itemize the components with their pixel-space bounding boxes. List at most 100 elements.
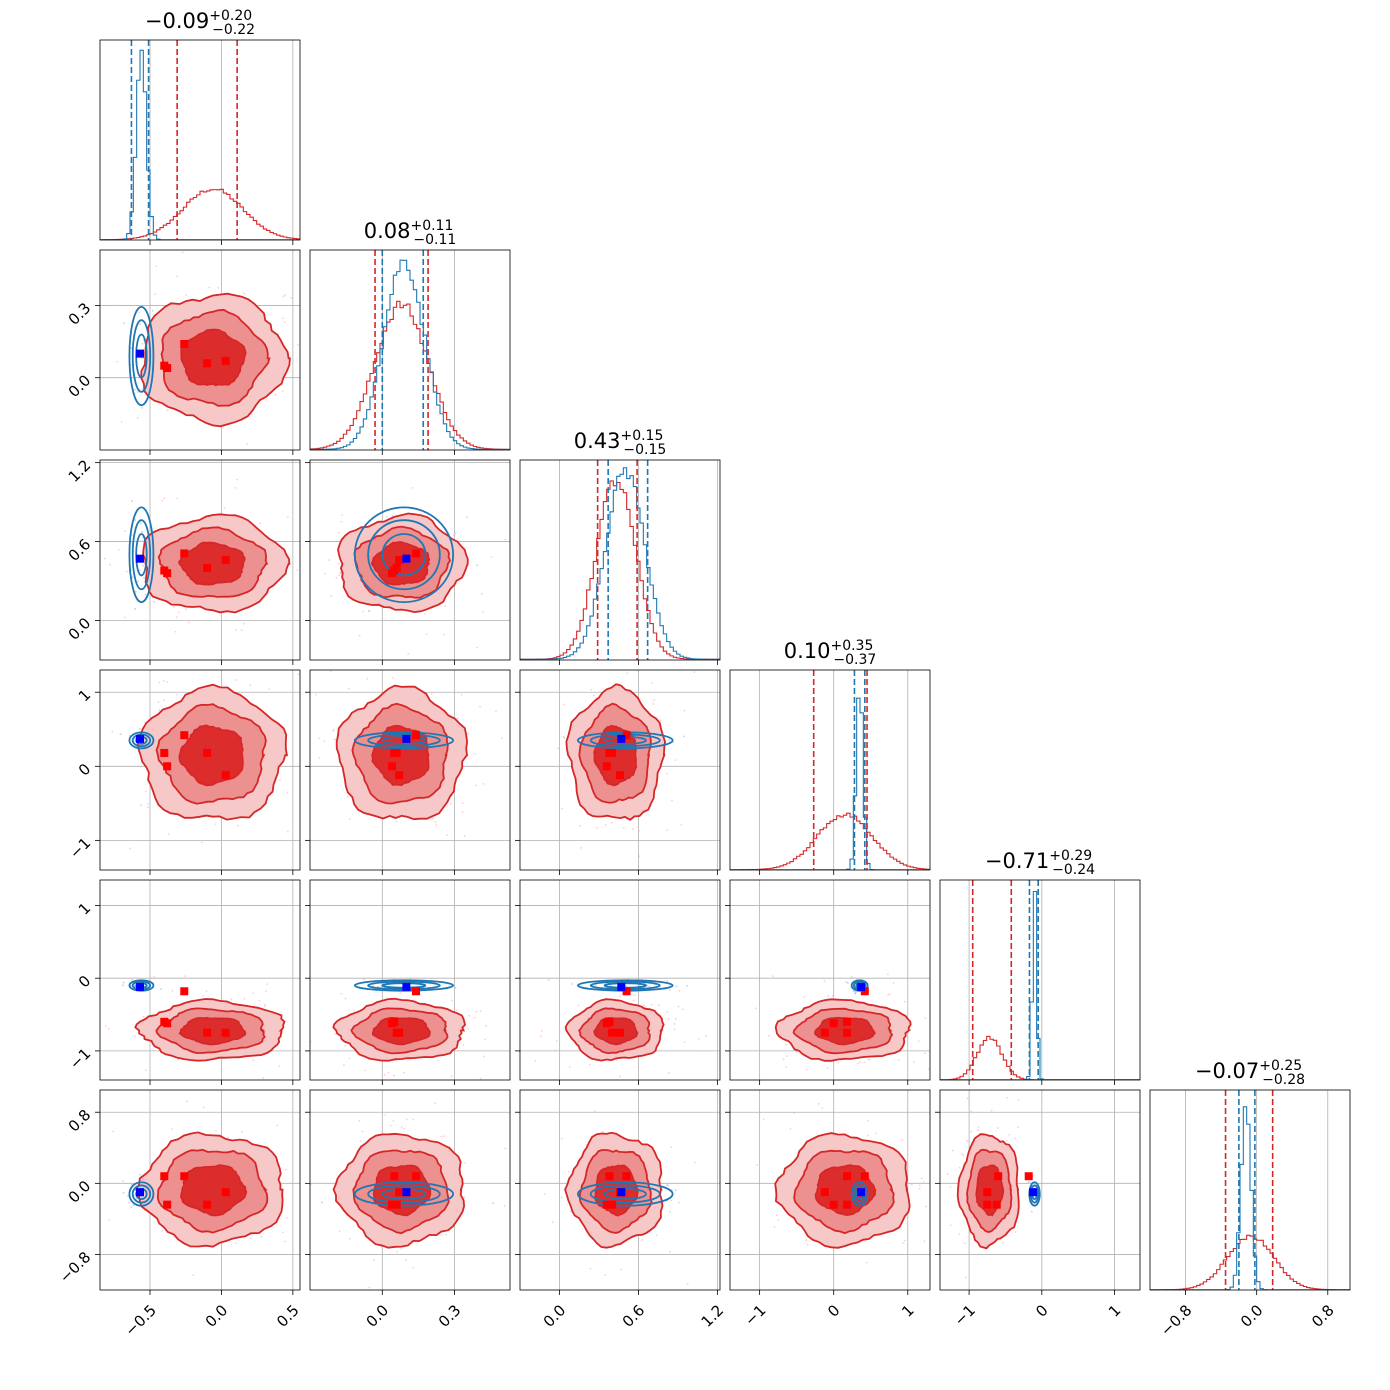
scatter-point-a — [435, 824, 438, 826]
scatter-point-a — [116, 360, 119, 363]
scatter-point-a — [234, 679, 237, 681]
scatter-point-a — [425, 633, 428, 635]
marker-b — [857, 982, 866, 991]
scatter-point-a — [903, 1239, 906, 1242]
scatter-point-a — [596, 827, 598, 829]
contour-b-level-0 — [128, 1181, 155, 1207]
title-value: −0.09 — [145, 9, 209, 33]
scatter-point-b — [141, 406, 143, 409]
scatter-point-a — [667, 1018, 670, 1020]
marker-b — [617, 982, 626, 991]
scatter-point-a — [436, 660, 438, 662]
marker-a — [412, 987, 421, 996]
scatter-point-a — [129, 847, 131, 850]
scatter-point-a — [331, 1124, 333, 1126]
panel-frame — [99, 39, 301, 241]
scatter-point-a — [589, 1267, 592, 1270]
scatter-point-b — [648, 985, 651, 988]
scatter-point-a — [406, 1292, 408, 1294]
scatter-point-a — [317, 1226, 319, 1228]
panel-frame — [99, 669, 301, 871]
contour-b-level-0 — [353, 1181, 455, 1207]
histogram-a — [1150, 1234, 1350, 1290]
scatter-point-a — [348, 1237, 351, 1240]
scatter-point-a — [924, 1017, 927, 1019]
scatter-point-b — [134, 737, 136, 740]
scatter-point-a — [137, 390, 139, 393]
scatter-point-b — [668, 739, 671, 742]
x-tick-label: −0.5 — [121, 1301, 159, 1339]
scatter-point-a — [145, 790, 147, 793]
scatter-point-a — [892, 982, 895, 984]
marker-a — [843, 1028, 852, 1037]
marker-b — [136, 982, 144, 991]
scatter-point-b — [121, 984, 124, 987]
scatter-point-b — [133, 388, 136, 391]
scatter-point-b — [594, 984, 597, 987]
panel-frame — [309, 669, 511, 871]
scatter-point-a — [344, 1044, 347, 1047]
scatter-point-a — [234, 486, 237, 489]
scatter-point-a — [669, 1250, 672, 1253]
scatter-point-a — [918, 1187, 921, 1190]
scatter-point-a — [103, 557, 106, 560]
panel-content — [100, 250, 300, 450]
scatter-point-a — [619, 1075, 622, 1078]
panel-content — [730, 670, 930, 870]
scatter-point-a — [444, 605, 447, 608]
scatter-point-a — [703, 1050, 706, 1052]
scatter-point-b — [668, 989, 671, 991]
marker-a — [163, 762, 172, 771]
scatter-point-a — [970, 1130, 973, 1133]
scatter-point-a — [241, 1130, 244, 1133]
scatter-point-a — [120, 420, 123, 423]
scatter-point-a — [243, 997, 246, 1000]
scatter-point-b — [625, 985, 628, 987]
scatter-point-a — [655, 1234, 658, 1237]
panel-content — [100, 40, 300, 240]
x-tick-label: 0.0 — [363, 1301, 393, 1331]
marker-a — [622, 731, 631, 740]
scatter-point-a — [111, 730, 114, 733]
scatter-point-b — [686, 984, 688, 987]
x-tick-label: 0.5 — [273, 1301, 303, 1331]
scatter-point-a — [1014, 1137, 1016, 1140]
scatter-point-a — [904, 1000, 906, 1003]
scatter-point-a — [674, 759, 677, 762]
y-tick-label: 0.0 — [65, 371, 95, 401]
scatter-point-a — [243, 292, 246, 295]
marker-a — [203, 1028, 212, 1037]
scatter-point-a — [341, 514, 344, 517]
marker-a — [829, 1200, 838, 1209]
scatter-point-a — [161, 499, 163, 502]
scatter-point-a — [653, 699, 655, 701]
title-minus: −0.11 — [413, 232, 456, 248]
marker-a — [221, 1188, 230, 1197]
scatter-point-a — [96, 571, 98, 573]
scatter-point-a — [524, 1196, 526, 1198]
scatter-point-a — [468, 1014, 471, 1017]
scatter-point-b — [1030, 1210, 1033, 1213]
panel-3-3: 0.10+0.35 −0.37 — [729, 638, 931, 875]
scatter-point-a — [632, 999, 635, 1002]
scatter-point-b — [851, 976, 853, 979]
scatter-point-a — [667, 1071, 670, 1074]
scatter-point-a — [460, 693, 463, 696]
panel-content — [96, 460, 300, 660]
scatter-point-a — [604, 1274, 607, 1276]
scatter-point-a — [595, 696, 597, 699]
scatter-point-a — [154, 293, 156, 296]
scatter-point-a — [424, 612, 427, 615]
scatter-point-a — [117, 548, 120, 551]
scatter-point-b — [139, 540, 141, 542]
marker-a — [983, 1200, 992, 1209]
scatter-point-a — [588, 1063, 591, 1066]
scatter-point-a — [391, 676, 394, 679]
panel-frame — [729, 669, 931, 871]
panel-2-2: 0.43+0.15 −0.15 — [519, 428, 721, 665]
histogram-a — [730, 812, 930, 870]
scatter-point-a — [192, 1274, 195, 1277]
scatter-point-a — [504, 538, 507, 541]
scatter-point-a — [793, 1112, 795, 1114]
scatter-point-a — [262, 1076, 265, 1079]
